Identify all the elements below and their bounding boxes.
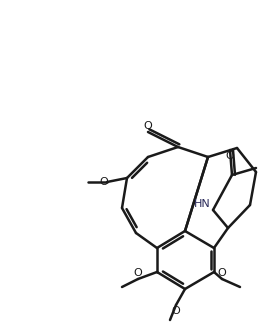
Text: O: O <box>226 151 234 161</box>
Text: O: O <box>144 121 152 131</box>
Text: O: O <box>218 268 226 278</box>
Text: O: O <box>134 268 142 278</box>
Text: O: O <box>99 177 108 187</box>
Text: O: O <box>172 306 180 316</box>
Text: HN: HN <box>194 199 211 209</box>
